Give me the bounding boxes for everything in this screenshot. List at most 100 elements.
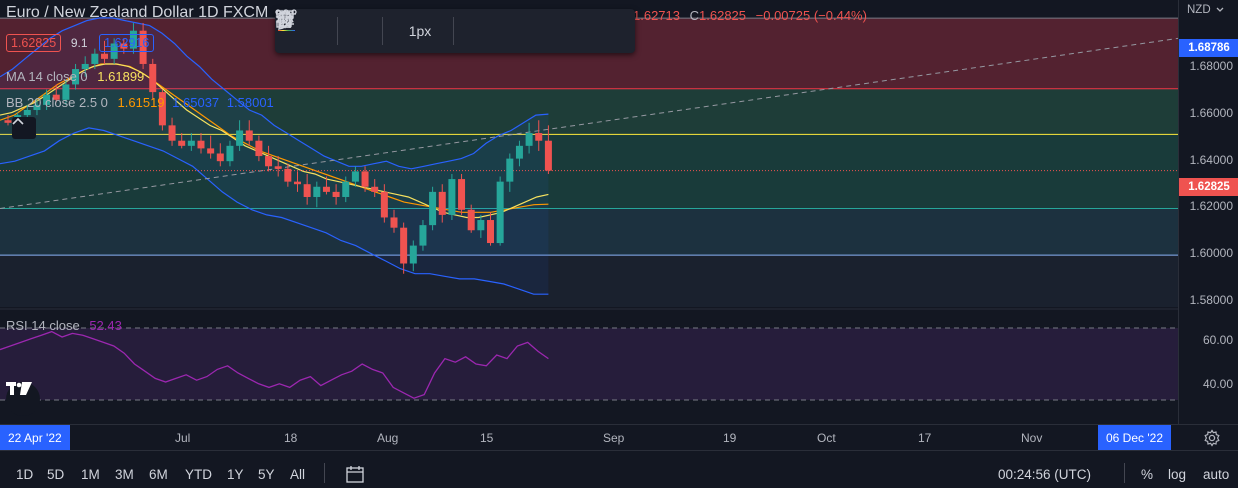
- lock-button[interactable]: [278, 9, 538, 53]
- time-tick: Aug: [377, 431, 399, 445]
- candle-body: [129, 30, 137, 49]
- line-color-button[interactable]: [278, 9, 382, 53]
- candle-body: [506, 158, 514, 182]
- candle-body: [409, 245, 417, 264]
- price-axis[interactable]: NZD 1.68000 1.66000 1.64000 1.62000 1.60…: [1178, 0, 1238, 424]
- candle-body: [158, 92, 166, 126]
- chevron-down-icon: [1216, 7, 1224, 12]
- ma-label: MA 14 close 0: [6, 69, 88, 84]
- bb-label: BB 20 close 2.5 0: [6, 95, 108, 110]
- rsi-line: [0, 330, 549, 399]
- candle-body: [149, 63, 157, 93]
- range-5d-button[interactable]: 5D: [47, 467, 65, 482]
- currency-selector[interactable]: NZD: [1187, 4, 1224, 16]
- candle-body: [294, 181, 301, 185]
- rsi-label: RSI 14 close: [6, 318, 80, 333]
- candle-body: [400, 227, 408, 264]
- ohlc-readout: 1.62713 C1.62825 −0.00725 (−0.44%): [633, 8, 867, 23]
- time-axis[interactable]: 22 Apr '22 Jul 18 Aug 15 Sep 19 Oct 17 N…: [0, 424, 1238, 451]
- moving-average-line: [0, 63, 549, 219]
- rsi-legend[interactable]: RSI 14 close 52.43: [6, 318, 122, 333]
- rsi-value: 52.43: [89, 318, 122, 333]
- candle-body: [33, 104, 41, 111]
- candle-body: [226, 145, 234, 162]
- range-1m-button[interactable]: 1M: [81, 467, 100, 482]
- candle-body: [477, 220, 485, 231]
- rsi-tick: 40.00: [1202, 377, 1233, 391]
- go-to-date-button[interactable]: [345, 465, 365, 488]
- pencil-icon: [278, 14, 295, 31]
- settings-button[interactable]: [276, 9, 496, 53]
- line-width-label: 1px: [408, 23, 432, 39]
- range-end-tag: 06 Dec '22: [1098, 425, 1171, 451]
- bb-upper-value: 1.65037: [172, 95, 220, 110]
- level-price-tag: 1.68786: [1179, 39, 1238, 57]
- ohlc-change: −0.00725 (−0.44%): [755, 8, 867, 23]
- candle-body: [197, 140, 205, 149]
- log-scale-button[interactable]: log: [1168, 467, 1187, 482]
- candle-body: [487, 220, 494, 244]
- candle-body: [245, 130, 253, 141]
- current-price-tag: 1.62825: [1179, 178, 1238, 196]
- chevron-up-icon: [12, 117, 24, 125]
- percent-scale-button[interactable]: %: [1141, 467, 1154, 482]
- chart-settings-button[interactable]: [1203, 429, 1221, 452]
- toolbar-divider: [1124, 463, 1125, 483]
- time-tick: Jul: [175, 431, 191, 445]
- toolbar-divider: [453, 17, 454, 45]
- range-6m-button[interactable]: 6M: [149, 467, 168, 482]
- candle-body: [62, 84, 70, 100]
- bb-legend[interactable]: BB 20 close 2.5 0 1.61519 1.65037 1.5800…: [6, 95, 274, 110]
- price-tick: 1.60000: [1189, 246, 1233, 260]
- candle-body: [274, 166, 282, 169]
- range-1d-button[interactable]: 1D: [16, 467, 34, 482]
- templates-button[interactable]: [276, 9, 337, 53]
- chart-canvas[interactable]: [0, 0, 1178, 424]
- candle-body: [139, 30, 147, 64]
- more-button[interactable]: [275, 9, 624, 53]
- range-3m-button[interactable]: 3M: [115, 467, 134, 482]
- candle-body: [332, 191, 340, 197]
- candle-body: [168, 125, 176, 141]
- candle-body: [371, 186, 379, 192]
- auto-scale-button[interactable]: auto: [1203, 467, 1230, 482]
- range-all-button[interactable]: All: [290, 467, 306, 482]
- toolbar-divider: [337, 17, 338, 45]
- bid-button[interactable]: 1.62825: [6, 34, 62, 52]
- clock-readout[interactable]: 00:24:56 (UTC): [998, 467, 1092, 482]
- collapse-legend-button[interactable]: [12, 117, 36, 139]
- trend-line: [0, 37, 1178, 209]
- candle-body: [351, 171, 359, 182]
- tradingview-logo[interactable]: [6, 382, 40, 416]
- toolbar-divider: [382, 17, 383, 45]
- range-ytd-button[interactable]: YTD: [185, 467, 212, 482]
- candle-body: [216, 153, 224, 162]
- line-width-button[interactable]: 1px: [276, 9, 453, 53]
- candle-body: [361, 171, 369, 187]
- candle-body: [419, 225, 427, 246]
- time-tick: Nov: [1021, 431, 1043, 445]
- range-1y-button[interactable]: 1Y: [227, 467, 244, 482]
- rsi-background: [0, 328, 1178, 400]
- more-icon: [275, 9, 297, 15]
- candle-body: [23, 110, 31, 116]
- ma-value: 1.61899: [97, 69, 145, 84]
- price-tick: 1.68000: [1189, 59, 1233, 73]
- delete-button[interactable]: [278, 9, 580, 53]
- candle-body: [81, 63, 89, 70]
- ma-legend[interactable]: MA 14 close 0 1.61899: [6, 69, 144, 84]
- tradingview-icon: [6, 382, 32, 395]
- drawing-toolbar: 1px: [275, 9, 635, 53]
- chart-area[interactable]: Euro / New Zealand Dollar 1D FXCM 1.6271…: [0, 0, 1178, 424]
- bottom-toolbar: 1D 5D 1M 3M 6M YTD 1Y 5Y All 00:24:56 (U…: [0, 450, 1238, 483]
- candle-body: [72, 69, 80, 85]
- quote-row: 1.62825 9.1 1.62916: [6, 34, 160, 52]
- rsi-tick: 60.00: [1202, 333, 1233, 347]
- fib-zone: [0, 208, 1178, 256]
- ask-button[interactable]: 1.62916: [99, 34, 155, 52]
- ohlc-low: 1.62713: [633, 8, 680, 23]
- candle-body: [496, 181, 504, 244]
- fib-zone: [0, 134, 1178, 209]
- range-5y-button[interactable]: 5Y: [258, 467, 275, 482]
- symbol-title[interactable]: Euro / New Zealand Dollar 1D FXCM: [6, 4, 269, 21]
